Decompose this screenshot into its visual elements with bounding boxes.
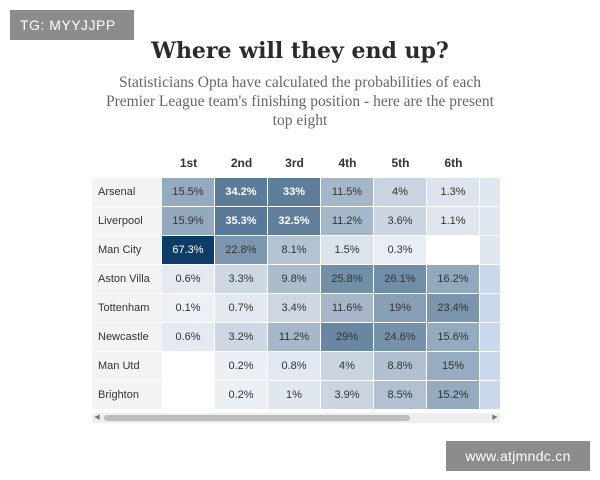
heatmap-cell: 11.2% — [268, 323, 320, 351]
heatmap-cell: 0.1% — [162, 294, 214, 322]
row-label: Tottenham — [92, 294, 162, 323]
heatmap-cell: 1.1% — [427, 207, 479, 235]
heatmap-cell: 0.2% — [215, 352, 267, 380]
heatmap-cell-clipped — [480, 265, 500, 293]
heatmap-cell: 67.3% — [162, 236, 214, 264]
row-label: Man City — [92, 236, 162, 265]
heatmap-cell: 0.7% — [215, 294, 267, 322]
heatmap-cell: 1.3% — [427, 178, 479, 206]
row-label: Brighton — [92, 381, 162, 410]
chart-subtitle: Statisticians Opta have calculated the p… — [105, 74, 494, 129]
heatmap-cell: 1.5% — [321, 236, 373, 264]
row-label: Man Utd — [92, 352, 162, 381]
heatmap-cell: 11.5% — [321, 178, 373, 206]
scroll-thumb[interactable] — [104, 415, 410, 421]
column-header: 6th — [444, 156, 463, 170]
heatmap-cell: 8.1% — [268, 236, 320, 264]
heatmap-cell: 3.3% — [215, 265, 267, 293]
heatmap-cell-clipped — [480, 178, 500, 206]
column-header: 4th — [338, 156, 357, 170]
heatmap-cell-clipped — [480, 381, 500, 409]
heatmap-cell: 15.2% — [427, 381, 479, 409]
heatmap-table[interactable]: 1st 2nd 3rd 4th 5th 6th Arsenal 15.5% 34.2% 33% 11… — [92, 148, 500, 424]
heatmap-cell: 32.5% — [268, 207, 320, 235]
heatmap-cell: 24.6% — [374, 323, 426, 351]
heatmap-cell — [162, 381, 214, 409]
heatmap-cell: 1% — [268, 381, 320, 409]
column-header: 5th — [391, 156, 410, 170]
heatmap-cell: 4% — [374, 178, 426, 206]
heatmap-cell: 33% — [268, 178, 320, 206]
heatmap-cell: 16.2% — [427, 265, 479, 293]
heatmap-cell: 0.6% — [162, 265, 214, 293]
column-header: 2nd — [230, 156, 253, 170]
column-header: 3rd — [285, 156, 304, 170]
heatmap-cell: 15.6% — [427, 323, 479, 351]
row-label: Arsenal — [92, 178, 162, 207]
heatmap-cell — [427, 236, 479, 264]
heatmap-cell: 0.6% — [162, 323, 214, 351]
watermark-top-left: TG: MYYJJPP — [10, 10, 134, 40]
heatmap-cell: 3.4% — [268, 294, 320, 322]
heatmap-cell: 15% — [427, 352, 479, 380]
heatmap-cell: 3.6% — [374, 207, 426, 235]
heatmap-cell: 3.9% — [321, 381, 373, 409]
heatmap-cell-clipped — [480, 323, 500, 351]
heatmap-cell: 11.6% — [321, 294, 373, 322]
heatmap-cell: 0.3% — [374, 236, 426, 264]
heatmap-cell: 23.4% — [427, 294, 479, 322]
row-label: Newcastle — [92, 323, 162, 352]
heatmap-cell: 35.3% — [215, 207, 267, 235]
heatmap-cell: 26.1% — [374, 265, 426, 293]
heatmap-cell: 15.5% — [162, 178, 214, 206]
row-label: Aston Villa — [92, 265, 162, 294]
heatmap-cell: 34.2% — [215, 178, 267, 206]
heatmap-cell-clipped — [480, 352, 500, 380]
heatmap-cell: 11.2% — [321, 207, 373, 235]
heatmap-cell: 0.8% — [268, 352, 320, 380]
heatmap-cell: 22.8% — [215, 236, 267, 264]
column-header: 1st — [179, 156, 198, 170]
heatmap-cell-clipped — [480, 207, 500, 235]
heatmap-cell: 15.9% — [162, 207, 214, 235]
heatmap-cell: 3.2% — [215, 323, 267, 351]
horizontal-scrollbar[interactable]: ◀ ▶ — [92, 413, 500, 423]
chart-title: Where will they end up? — [151, 38, 449, 64]
heatmap-cell-clipped — [480, 294, 500, 322]
heatmap-cell: 29% — [321, 323, 373, 351]
scroll-left-arrow-icon[interactable]: ◀ — [94, 414, 100, 421]
scroll-right-arrow-icon[interactable]: ▶ — [492, 414, 498, 421]
watermark-bottom-right: www.atjmndc.cn — [446, 441, 590, 471]
heatmap-cell-clipped — [480, 236, 500, 264]
heatmap-cell: 25.8% — [321, 265, 373, 293]
heatmap-cell: 9.8% — [268, 265, 320, 293]
heatmap-cell: 8.5% — [374, 381, 426, 409]
heatmap-cell — [162, 352, 214, 380]
row-label: Liverpool — [92, 207, 162, 236]
heatmap-cell: 0.2% — [215, 381, 267, 409]
heatmap-cell: 19% — [374, 294, 426, 322]
heatmap-cell: 4% — [321, 352, 373, 380]
heatmap-cell: 8.8% — [374, 352, 426, 380]
